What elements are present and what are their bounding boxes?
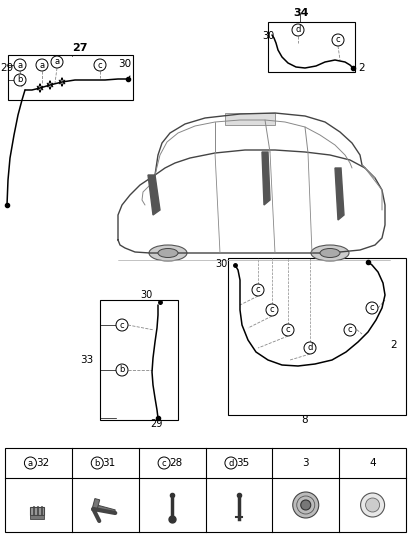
Ellipse shape	[320, 249, 340, 258]
Circle shape	[14, 59, 26, 71]
Polygon shape	[335, 168, 344, 220]
Text: 30: 30	[118, 59, 131, 69]
Polygon shape	[148, 175, 160, 215]
Text: a: a	[28, 458, 33, 468]
Bar	[92, 499, 100, 512]
Text: 29: 29	[150, 419, 162, 429]
Circle shape	[266, 304, 278, 316]
Text: c: c	[369, 303, 374, 313]
Text: 28: 28	[169, 458, 183, 468]
Circle shape	[293, 492, 319, 518]
Circle shape	[344, 324, 356, 336]
Bar	[228, 258, 406, 415]
Ellipse shape	[149, 245, 187, 261]
Text: 35: 35	[236, 458, 249, 468]
Circle shape	[225, 457, 237, 469]
Text: a: a	[54, 58, 60, 67]
Text: c: c	[120, 321, 124, 329]
Text: 2: 2	[390, 340, 397, 350]
Circle shape	[94, 59, 106, 71]
Text: c: c	[286, 325, 290, 335]
Bar	[100, 300, 178, 420]
Bar	[8, 55, 133, 100]
Circle shape	[252, 284, 264, 296]
Text: 32: 32	[36, 458, 49, 468]
Polygon shape	[262, 152, 270, 205]
Text: 2: 2	[358, 63, 365, 73]
Text: a: a	[39, 60, 44, 69]
Bar	[5, 448, 406, 532]
Text: d: d	[228, 458, 233, 468]
Text: a: a	[17, 60, 23, 69]
Text: 4: 4	[369, 458, 376, 468]
Text: 30: 30	[215, 259, 227, 269]
Circle shape	[116, 319, 128, 331]
Text: b: b	[17, 75, 23, 84]
Text: c: c	[98, 60, 102, 69]
Circle shape	[332, 34, 344, 46]
Text: c: c	[348, 325, 352, 335]
Circle shape	[301, 500, 311, 510]
Text: 34: 34	[293, 8, 309, 18]
Text: c: c	[256, 286, 260, 294]
Circle shape	[116, 364, 128, 376]
Text: 3: 3	[302, 458, 309, 468]
Circle shape	[360, 493, 385, 517]
Circle shape	[14, 74, 26, 86]
Text: d: d	[307, 343, 313, 352]
Text: 30: 30	[262, 31, 274, 41]
Text: 29: 29	[0, 63, 13, 73]
Circle shape	[282, 324, 294, 336]
Circle shape	[366, 302, 378, 314]
Text: c: c	[336, 36, 340, 45]
Text: 33: 33	[80, 355, 93, 365]
Circle shape	[158, 457, 170, 469]
Ellipse shape	[158, 249, 178, 258]
Text: 27: 27	[72, 43, 88, 53]
Ellipse shape	[311, 245, 349, 261]
Text: 30: 30	[140, 290, 152, 300]
Text: c: c	[270, 306, 274, 315]
Circle shape	[51, 56, 63, 68]
Circle shape	[365, 498, 380, 512]
Bar	[30, 515, 44, 519]
Text: b: b	[95, 458, 100, 468]
Bar	[30, 507, 44, 515]
Bar	[225, 113, 275, 125]
Circle shape	[304, 342, 316, 354]
Circle shape	[91, 457, 103, 469]
Text: 8: 8	[302, 415, 308, 425]
Text: d: d	[296, 25, 301, 34]
Text: 31: 31	[103, 458, 116, 468]
Bar	[268, 22, 355, 72]
Circle shape	[36, 59, 48, 71]
Circle shape	[292, 24, 304, 36]
Circle shape	[24, 457, 37, 469]
Text: b: b	[119, 365, 125, 374]
Text: c: c	[162, 458, 166, 468]
Bar	[93, 504, 115, 513]
